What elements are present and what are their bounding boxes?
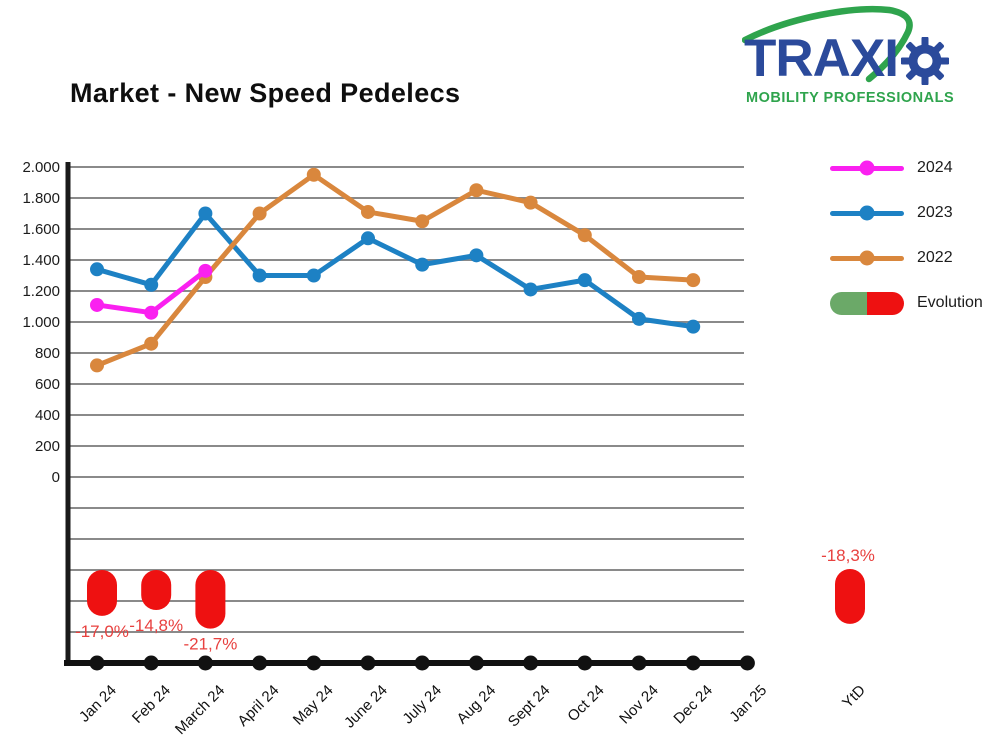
series-2022 (90, 167, 701, 373)
series-2024 (90, 263, 213, 320)
evolution-pills: -17,0% -14,8%-21,7% -18,3% (75, 546, 875, 654)
legend-swatch-2022-line (830, 250, 904, 266)
logo-gear-icon (901, 36, 949, 85)
svg-text:1.800: 1.800 (22, 190, 60, 207)
legend-label-evolution: Evolution (917, 294, 983, 311)
svg-text:Jan 25: Jan 25 (726, 682, 770, 726)
svg-text:Oct 24: Oct 24 (564, 682, 607, 725)
svg-text:May 24: May 24 (290, 682, 337, 729)
svg-text:1.600: 1.600 (22, 221, 60, 238)
logo-swoosh-icon (742, 5, 913, 83)
legend-item-2024: 2024 (830, 156, 983, 180)
legend-marker-dot (859, 250, 875, 266)
legend-label-2023: 2023 (917, 204, 953, 221)
svg-text:Dec 24: Dec 24 (670, 682, 716, 728)
svg-text:400: 400 (35, 407, 60, 424)
svg-text:July 24: July 24 (399, 682, 445, 728)
ytd-axis-label: YtD (839, 682, 869, 712)
svg-text:April 24: April 24 (234, 682, 282, 730)
svg-text:1.200: 1.200 (22, 283, 60, 300)
svg-text:800: 800 (35, 345, 60, 362)
svg-text:Jan 24: Jan 24 (76, 682, 120, 726)
svg-text:200: 200 (35, 438, 60, 455)
chart-title: Market - New Speed Pedelecs (70, 78, 461, 108)
svg-text:2.000: 2.000 (22, 159, 60, 176)
svg-text:1.000: 1.000 (22, 314, 60, 331)
legend-label-2022: 2022 (917, 249, 953, 266)
legend-marker-dot (859, 160, 875, 176)
svg-text:-14,8%: -14,8% (129, 616, 183, 635)
svg-text:March 24: March 24 (172, 682, 228, 738)
chart-legend: 2024 2023 2022 Evolution (830, 156, 983, 336)
gridlines (70, 166, 744, 633)
x-axis-tick-dots (89, 655, 755, 671)
svg-text:600: 600 (35, 376, 60, 393)
svg-text:0: 0 (52, 469, 60, 486)
ytd-pill (835, 569, 865, 624)
y-axis-labels: 2.000 1.800 1.600 1.400 1.200 1.000 800 600 400 2… (22, 159, 60, 486)
legend-item-2022: 2022 (830, 246, 983, 270)
svg-text:Feb 24: Feb 24 (129, 682, 174, 727)
legend-item-2023: 2023 (830, 201, 983, 225)
svg-text:-17,0%: -17,0% (75, 622, 129, 641)
svg-text:1.400: 1.400 (22, 252, 60, 269)
svg-text:Sept 24: Sept 24 (505, 682, 554, 731)
legend-swatch-evolution-pill (830, 291, 904, 315)
svg-text:Nov 24: Nov 24 (616, 682, 662, 728)
legend-swatch-2024-line (830, 160, 904, 176)
svg-text:Aug 24: Aug 24 (454, 682, 500, 728)
series-2023 (90, 206, 701, 334)
svg-text:June 24: June 24 (341, 682, 391, 732)
legend-item-evolution: Evolution (830, 291, 983, 315)
svg-text:-21,7%: -21,7% (183, 635, 237, 654)
traxio-logo: TRAXI MOBILITY PROFESSIONALS (742, 4, 982, 112)
ytd-percentage: -18,3% (821, 546, 875, 565)
legend-swatch-2023-line (830, 205, 904, 221)
logo-brand-text: TRAXI (744, 29, 899, 88)
logo-tagline: MOBILITY PROFESSIONALS (746, 90, 955, 106)
legend-label-2024: 2024 (917, 159, 953, 176)
legend-marker-dot (859, 205, 875, 221)
